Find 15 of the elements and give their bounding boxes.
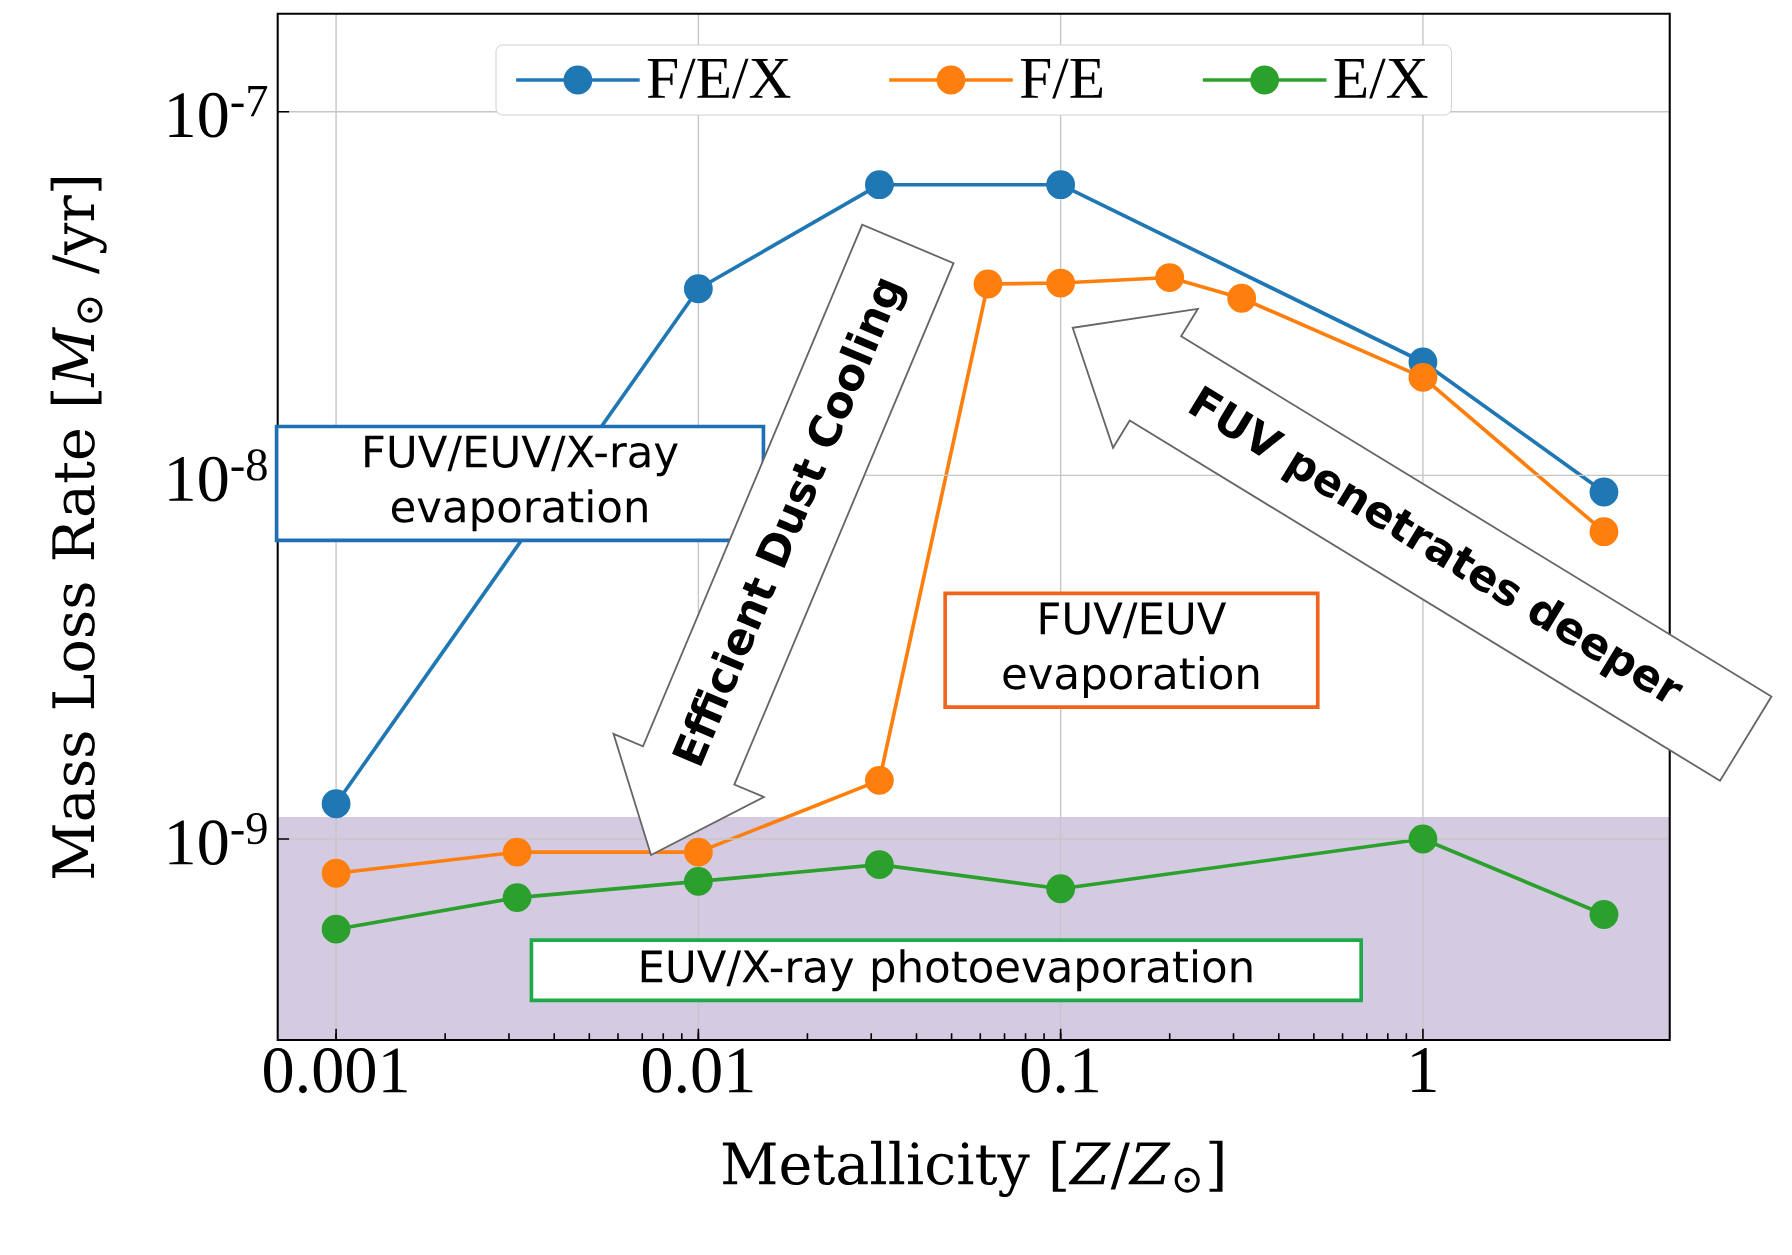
legend-label: E/X — [1334, 58, 1428, 99]
y-tick-label: 10$^{-7}$ — [169, 85, 268, 138]
annotation: FUV/EUV/X-ray evaporation — [365, 435, 678, 532]
y-tick-label: 10$^{-9}$ — [169, 813, 267, 866]
x-tick-label: 0.001 — [264, 1048, 407, 1094]
y-axis-title: Mass Loss Rate [M$_{⊙}$ /yr] — [50, 177, 107, 879]
x-tick-label: 1 — [1412, 1048, 1436, 1092]
y-tick-label: 10$^{-8}$ — [169, 449, 267, 502]
x-tick-label: 0.1 — [1021, 1048, 1099, 1094]
legend-label: F/E — [1020, 58, 1103, 99]
annotation: FUV/EUV evaporation — [1003, 602, 1259, 699]
legend-label: F/E/X — [647, 58, 791, 99]
x-tick-label: 0.01 — [642, 1048, 753, 1094]
annotation: EUV/X-ray photoevaporation — [641, 949, 1252, 992]
x-axis-title: Metallicity [Z/Z$_{⊙}$] — [722, 1140, 1223, 1198]
